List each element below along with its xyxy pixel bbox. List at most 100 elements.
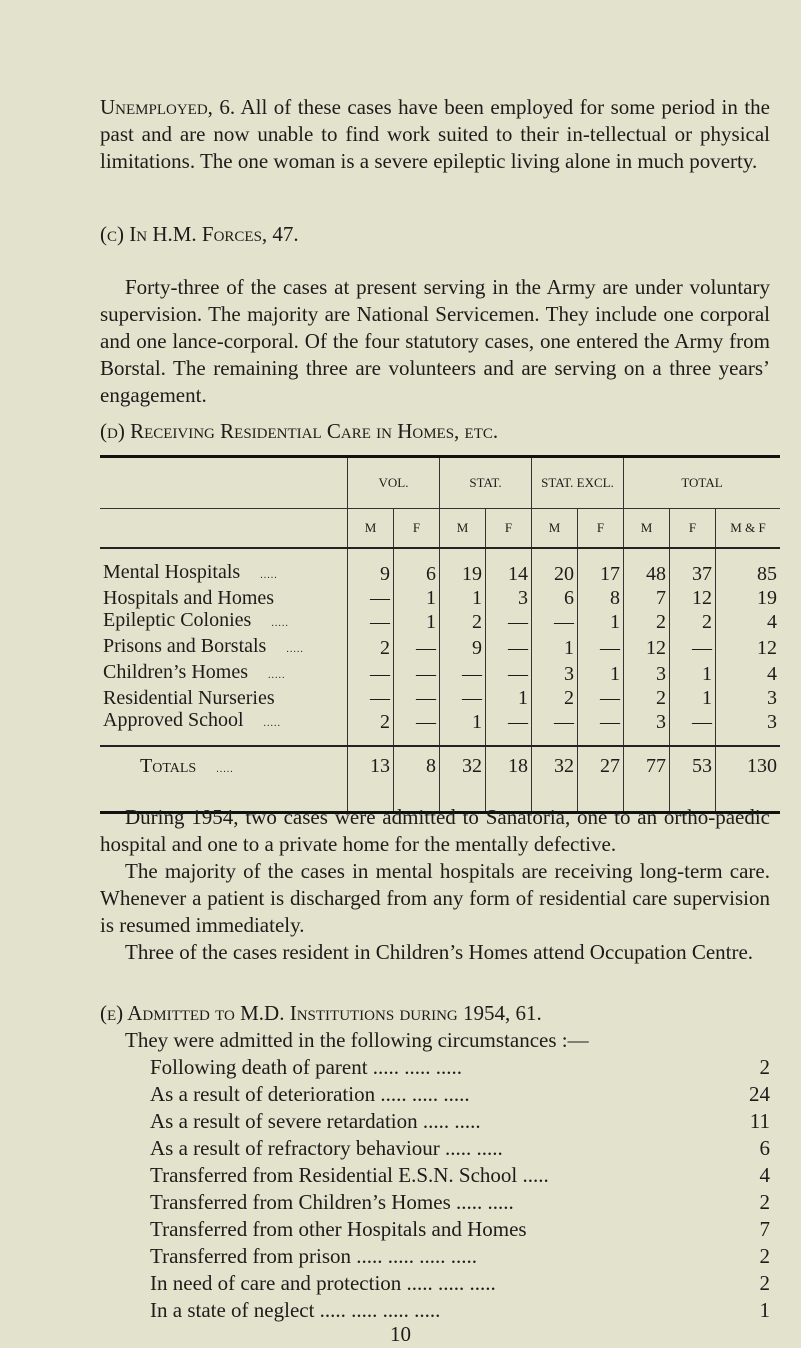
cell-value: 12 <box>623 635 670 661</box>
row-label-text: Prisons and Borstals <box>103 635 267 657</box>
cell-value: — <box>393 687 440 709</box>
leader-dots: ..... <box>216 764 234 775</box>
subheader: F <box>485 508 532 549</box>
cell-value: 6 <box>393 548 440 587</box>
leader-dots: ..... <box>286 644 304 655</box>
cell-value: 2 <box>623 687 670 709</box>
list-item: In need of care and protection ..... ...… <box>150 1270 770 1297</box>
leader-dots: ..... <box>260 570 278 581</box>
cell-value: — <box>439 661 486 687</box>
row-label: Mental Hospitals..... <box>100 548 348 587</box>
cell-value: 8 <box>393 745 440 814</box>
cell-value: 20 <box>531 548 578 587</box>
group-total: TOTAL <box>623 456 780 509</box>
cell-value: — <box>347 661 394 687</box>
cell-value: 1 <box>531 635 578 661</box>
row-label-text: Children’s Homes <box>103 661 248 683</box>
table-row: Residential Nurseries — — —1 2—2 1 3 <box>100 687 780 709</box>
cell-value: — <box>347 687 394 709</box>
cell-value: 48 <box>623 548 670 587</box>
admission-list: Following death of parent ..... ..... ..… <box>150 1054 770 1324</box>
cell-value: 3 <box>623 661 670 687</box>
row-label: Residential Nurseries <box>100 687 348 709</box>
cell-value: — <box>485 709 532 746</box>
cell-value: 37 <box>669 548 716 587</box>
cell-value: 12 <box>669 587 716 609</box>
row-label: Prisons and Borstals..... <box>100 635 348 661</box>
item-value: 2 <box>759 1190 771 1214</box>
leader-dots: ..... <box>268 670 286 681</box>
cell-value: 3 <box>715 687 780 709</box>
list-item: Transferred from Children’s Homes ..... … <box>150 1189 770 1216</box>
item-value: 4 <box>759 1163 771 1187</box>
cell-value: — <box>577 687 624 709</box>
cell-value: 130 <box>715 745 780 814</box>
leader-dots: ..... <box>271 618 289 629</box>
cell-value: 53 <box>669 745 716 814</box>
cell-value: 18 <box>485 745 532 814</box>
cell-value: 7 <box>623 587 670 609</box>
row-label-text: Mental Hospitals <box>103 561 241 583</box>
item-value: 2 <box>759 1271 771 1295</box>
cell-value: 3 <box>715 709 780 746</box>
cell-value: 1 <box>669 661 716 687</box>
cell-value: — <box>531 609 578 635</box>
item-value: 2 <box>759 1055 771 1079</box>
subheader: F <box>669 508 716 549</box>
row-label: Epileptic Colonies..... <box>100 609 348 635</box>
cell-value: 2 <box>347 635 394 661</box>
row-label-text: Epileptic Colonies <box>103 609 252 631</box>
page-number: 10 <box>390 1322 411 1346</box>
cell-value: 2 <box>347 709 394 746</box>
subheader: M & F <box>715 508 780 549</box>
forces-heading: (c) In H.M. Forces, 47. <box>100 222 299 246</box>
list-item: Transferred from Residential E.S.N. Scho… <box>150 1162 770 1189</box>
cell-value: 2 <box>531 687 578 709</box>
cell-value: 4 <box>715 661 780 687</box>
subheader: M <box>623 508 670 549</box>
item-value: 24 <box>749 1082 770 1106</box>
cell-value: 1 <box>439 587 486 609</box>
subheader: F <box>577 508 624 549</box>
cell-value: 14 <box>485 548 532 587</box>
unemployed-paragraph: Unemployed, 6. All of these cases have b… <box>100 94 770 175</box>
paragraph-long-term: The majority of the cases in mental hosp… <box>100 859 770 937</box>
item-value: 2 <box>759 1244 771 1268</box>
item-label: In a state of neglect ..... ..... ..... … <box>150 1298 441 1322</box>
cell-value: 3 <box>531 661 578 687</box>
cell-value: 9 <box>347 548 394 587</box>
leader-dots: ..... <box>263 718 282 729</box>
cell-value: 32 <box>531 745 578 814</box>
cell-value: — <box>485 635 532 661</box>
subheader: M <box>439 508 486 549</box>
cell-value: — <box>669 709 716 746</box>
item-value: 6 <box>759 1136 771 1160</box>
item-value: 11 <box>749 1109 770 1133</box>
cell-value: — <box>393 661 440 687</box>
cell-value: 1 <box>393 587 440 609</box>
table-row: Epileptic Colonies..... —1 2— —1 2 2 4 <box>100 609 780 635</box>
subheader: M <box>347 508 394 549</box>
cell-value: — <box>669 635 716 661</box>
cell-value: 3 <box>485 587 532 609</box>
cell-value: 77 <box>623 745 670 814</box>
table-row: Approved School..... 2—1— — —3—3 <box>100 709 780 746</box>
list-item: As a result of deterioration ..... .....… <box>150 1081 770 1108</box>
row-label: Children’s Homes..... <box>100 661 348 687</box>
residential-heading: (d) Receiving Residential Care in Homes,… <box>100 419 499 443</box>
cell-value: 85 <box>715 548 780 587</box>
list-item: Transferred from other Hospitals and Hom… <box>150 1216 770 1243</box>
table-row: Prisons and Borstals..... 2—9—1—12—12 <box>100 635 780 661</box>
group-vol: VOL. <box>347 456 440 509</box>
item-label: Transferred from prison ..... ..... ....… <box>150 1244 478 1268</box>
table-row: Totals..... 13 8 32 18 32 27 77 53 130 <box>100 745 780 814</box>
cell-value: — <box>531 709 578 746</box>
cell-value: — <box>577 709 624 746</box>
paragraph-sanatoria: During 1954, two cases were admitted to … <box>100 805 770 856</box>
cell-value: 32 <box>439 745 486 814</box>
item-value: 7 <box>759 1217 771 1241</box>
cell-value: — <box>347 587 394 609</box>
cell-value: 17 <box>577 548 624 587</box>
cell-value: 1 <box>485 687 532 709</box>
